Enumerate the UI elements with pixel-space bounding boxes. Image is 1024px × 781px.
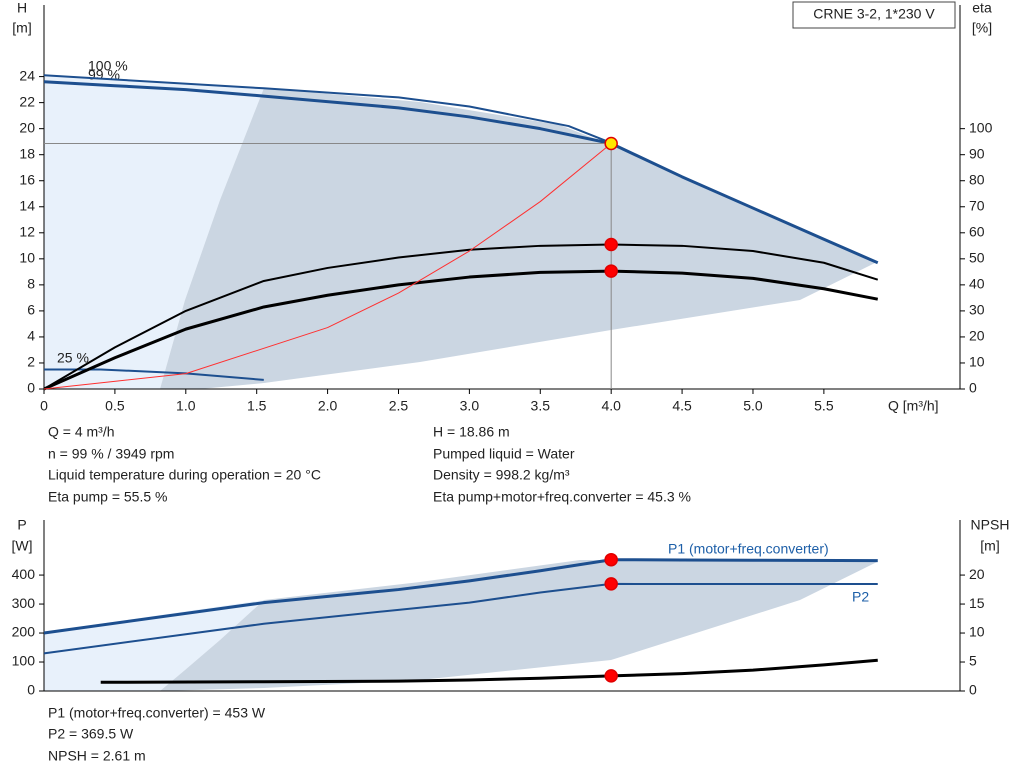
curve [100,658,878,684]
y2-unit: [%] [972,20,992,36]
info-line: Q = 4 m³/h [48,424,115,440]
y-tick-label: 20 [19,119,35,135]
info-line: n = 99 % / 3949 rpm [48,446,174,462]
y-tick-label: 6 [27,302,35,318]
y2-tick-label: 15 [969,595,985,611]
info-line: Pumped liquid = Water [433,446,575,462]
y2-tick-label: 80 [969,171,985,187]
y-label: H [17,0,27,16]
curve [43,243,879,390]
y-tick-label: 100 [12,653,36,669]
info-line: Eta pump+motor+freq.converter = 45.3 % [433,489,691,505]
y2-tick-label: 50 [969,250,985,266]
operating-point [604,577,618,591]
y2-tick-label: 70 [969,197,985,213]
y2-tick-label: 0 [969,380,977,396]
y-tick-label: 16 [19,171,35,187]
info-line: Density = 998.2 kg/m³ [433,467,570,483]
curve [43,74,612,144]
y2-tick-label: 10 [969,624,985,640]
x-tick-label: 0.5 [105,398,125,414]
info: P1 (motor+freq.converter) = 453 W P2 = 3… [48,705,266,764]
series-label: P2 [852,589,869,605]
y-tick-label: 400 [12,566,36,582]
model: CRNE 3-2, 1*230 V [813,6,935,22]
y-tick-label: 24 [19,67,35,83]
curve [43,143,612,390]
curve [43,582,878,655]
operating-point [604,669,618,683]
info-line: P2 = 369.5 W [48,726,134,742]
y-tick-label: 12 [19,223,35,239]
x-tick-label: 5.0 [743,398,763,414]
y2-tick-label: 10 [969,354,985,370]
model-box [792,1,956,29]
y2-label: NPSH [971,517,1010,533]
range-dark [160,560,877,691]
y-tick-label: 0 [27,682,35,698]
info-line: H = 18.86 m [433,424,510,440]
y2-tick-label: 90 [969,145,985,161]
x-tick-label: 2.5 [389,398,409,414]
y-label: P [17,517,26,533]
y2-tick-label: 0 [969,682,977,698]
y-tick-label: 18 [19,145,35,161]
y-unit: [W] [12,538,33,554]
x-tick-label: 5.5 [814,398,834,414]
info-line: Liquid temperature during operation = 20… [48,467,321,483]
y2-tick-label: 5 [969,653,977,669]
x-tick-label: 4.5 [672,398,692,414]
x-tick-label: 3.0 [460,398,480,414]
y-tick-label: 2 [27,354,35,370]
x-tick-label: 0 [40,398,48,414]
curve [43,558,878,635]
y2-unit: [m] [980,538,999,554]
operating-point [604,552,618,567]
y-unit: [m] [12,20,31,36]
annotation: 25 % [57,350,89,366]
y2-tick-label: 20 [969,566,985,582]
x-label: Q [m³/h] [888,398,939,414]
series-label: P1 (motor+freq.converter) [668,541,829,557]
y-tick-label: 10 [19,250,35,266]
curve [44,368,264,381]
info-line: NPSH = 2.61 m [48,748,146,764]
y2-tick-label: 30 [969,302,985,318]
operating-point [604,264,618,278]
x-tick-label: 4.0 [601,398,621,414]
range-light [44,600,264,691]
x-tick-label: 1.5 [247,398,267,414]
y2-tick-label: 60 [969,223,985,239]
y-tick-label: 14 [19,197,35,213]
operating-point [604,237,618,252]
y2-label: eta [972,0,992,16]
y-tick-label: 300 [12,595,36,611]
curve [43,269,879,391]
operating-point [604,136,618,151]
x-tick-label: 2.0 [318,398,338,414]
x-tick-label: 3.5 [531,398,551,414]
y-tick-label: 4 [27,328,35,344]
range-light [44,75,264,389]
range-dark [160,88,877,389]
annotation: 100 % [88,58,128,74]
y-tick-label: 22 [19,93,35,109]
y-tick-label: 200 [12,624,36,640]
y2-tick-label: 100 [969,119,993,135]
y2-tick-label: 20 [969,328,985,344]
info-line: P1 (motor+freq.converter) = 453 W [48,705,266,721]
y-tick-label: 8 [27,276,35,292]
info: Q = 4 m³/h n = 99 % / 3949 rpm Liquid te… [48,424,691,505]
x-tick-label: 1.0 [176,398,196,414]
curve [43,80,879,265]
info-line: Eta pump = 55.5 % [48,489,167,505]
y2-tick-label: 40 [969,276,985,292]
y-tick-label: 0 [27,380,35,396]
